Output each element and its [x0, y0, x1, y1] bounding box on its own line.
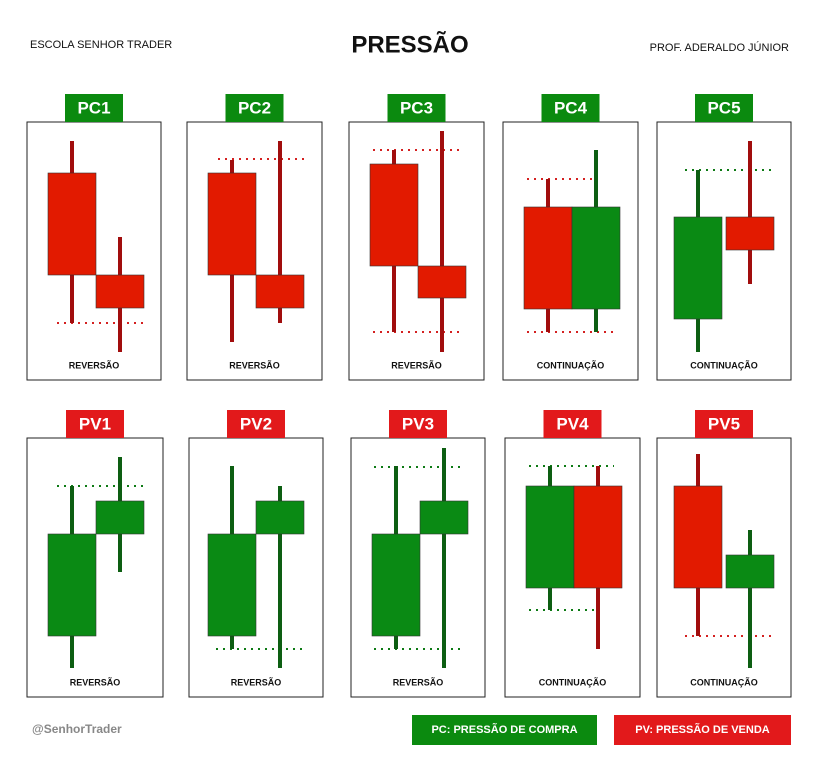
- title: PRESSÃO: [351, 30, 468, 58]
- candle-body: [207, 172, 257, 276]
- handle: @SenhorTrader: [32, 722, 122, 736]
- panel-label-box: [225, 94, 284, 122]
- candle-body: [255, 274, 305, 309]
- legend-buy-box: [412, 715, 597, 745]
- candle-body: [371, 533, 421, 637]
- candle-body: [47, 172, 97, 276]
- panel-label: PC2: [238, 98, 271, 117]
- panel-label-box: [66, 410, 124, 438]
- legend-sell-box: [614, 715, 791, 745]
- candle-body: [673, 216, 723, 320]
- panel-caption: CONTINUAÇÃO: [539, 677, 607, 687]
- candle-body: [419, 500, 469, 535]
- panel-label: PV2: [240, 414, 272, 433]
- candle-body: [571, 206, 621, 310]
- panel-caption: REVERSÃO: [391, 360, 442, 370]
- panel-label-box: [65, 94, 123, 122]
- candle-body: [417, 265, 467, 299]
- panel-caption: CONTINUAÇÃO: [537, 360, 605, 370]
- candle-body: [369, 163, 419, 267]
- candle-body: [673, 485, 723, 589]
- panel-label-box: [695, 410, 753, 438]
- panel-caption: REVERSÃO: [69, 360, 120, 370]
- candle-body: [525, 485, 575, 589]
- panel-caption: REVERSÃO: [231, 677, 282, 687]
- panel-caption: CONTINUAÇÃO: [690, 677, 758, 687]
- candle-body: [573, 485, 623, 589]
- panel-label-box: [543, 410, 602, 438]
- panel-label: PV4: [556, 414, 589, 433]
- panel-label-box: [387, 94, 446, 122]
- author: PROF. ADERALDO JÚNIOR: [650, 41, 789, 54]
- panel-label: PV3: [402, 414, 434, 433]
- panel-label: PC3: [400, 98, 433, 117]
- legend-buy: PC: PRESSÃO DE COMPRA: [431, 723, 577, 736]
- panel-label: PC4: [554, 98, 588, 117]
- panel-caption: REVERSÃO: [70, 677, 121, 687]
- candle-body: [207, 533, 257, 637]
- panel-label-box: [541, 94, 600, 122]
- candle-body: [95, 274, 145, 309]
- panel-label: PC5: [707, 98, 740, 117]
- legend-sell: PV: PRESSÃO DE VENDA: [635, 723, 770, 736]
- candle-body: [47, 533, 97, 637]
- panel-label-box: [389, 410, 447, 438]
- panel-caption: REVERSÃO: [229, 360, 280, 370]
- panel-label-box: [227, 410, 285, 438]
- candle-body: [725, 554, 775, 589]
- panel-caption: CONTINUAÇÃO: [690, 360, 758, 370]
- panel-caption: REVERSÃO: [393, 677, 444, 687]
- candle-body: [523, 206, 573, 310]
- panel-label: PC1: [77, 98, 110, 117]
- candle-body: [255, 500, 305, 535]
- panel-label: PV5: [708, 414, 740, 433]
- candle-body: [725, 216, 775, 251]
- panel-label: PV1: [79, 414, 111, 433]
- candle-body: [95, 500, 145, 535]
- panel-label-box: [695, 94, 753, 122]
- school-name: ESCOLA SENHOR TRADER: [30, 39, 172, 51]
